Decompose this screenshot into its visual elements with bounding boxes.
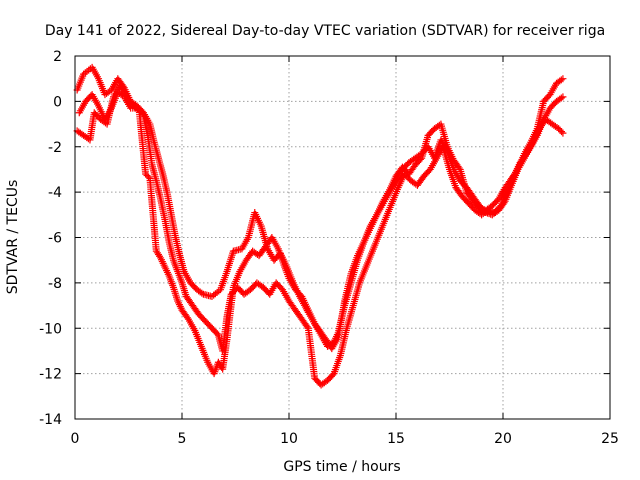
y-tick-label: -2 — [48, 140, 62, 156]
x-tick-labels: 0 5 10 15 20 25 — [71, 431, 619, 447]
y-tick-label: -8 — [48, 276, 62, 292]
data-point-marker — [198, 289, 206, 297]
x-tick-label: 0 — [71, 431, 80, 447]
y-tick-label: 0 — [53, 94, 62, 110]
x-tick-label: 20 — [494, 431, 512, 447]
y-tick-label: 2 — [53, 49, 62, 65]
series-trace-b — [75, 88, 567, 389]
plot-frame — [74, 55, 611, 420]
y-tick-labels: -14 -12 -10 -8 -6 -4 -2 0 2 — [39, 49, 62, 428]
data-point-marker — [559, 75, 567, 83]
x-tick-label: 5 — [178, 431, 187, 447]
y-tick-label: -14 — [39, 412, 62, 428]
data-markers — [73, 63, 567, 389]
chart-title: Day 141 of 2022, Sidereal Day-to-day VTE… — [45, 23, 605, 39]
x-tick-label: 10 — [280, 431, 298, 447]
y-tick-label: -10 — [39, 321, 62, 337]
x-axis-title: GPS time / hours — [283, 459, 400, 475]
series-trace-c — [73, 75, 567, 378]
data-point-marker — [559, 129, 567, 137]
data-point-marker — [303, 323, 311, 331]
data-point-marker — [156, 252, 164, 260]
data-point-marker — [455, 164, 463, 172]
y-axis-title: SDTVAR / TECUs — [5, 180, 21, 295]
data-point-marker — [557, 76, 565, 84]
data-point-marker — [144, 173, 152, 181]
x-tick-label: 25 — [601, 431, 619, 447]
y-tick-label: -6 — [48, 231, 62, 247]
data-point-marker — [557, 94, 565, 102]
y-tick-label: -4 — [48, 185, 62, 201]
y-tick-label: -12 — [39, 367, 62, 383]
x-tick-label: 15 — [387, 431, 405, 447]
data-point-marker — [557, 128, 565, 136]
data-point-marker — [559, 93, 567, 101]
